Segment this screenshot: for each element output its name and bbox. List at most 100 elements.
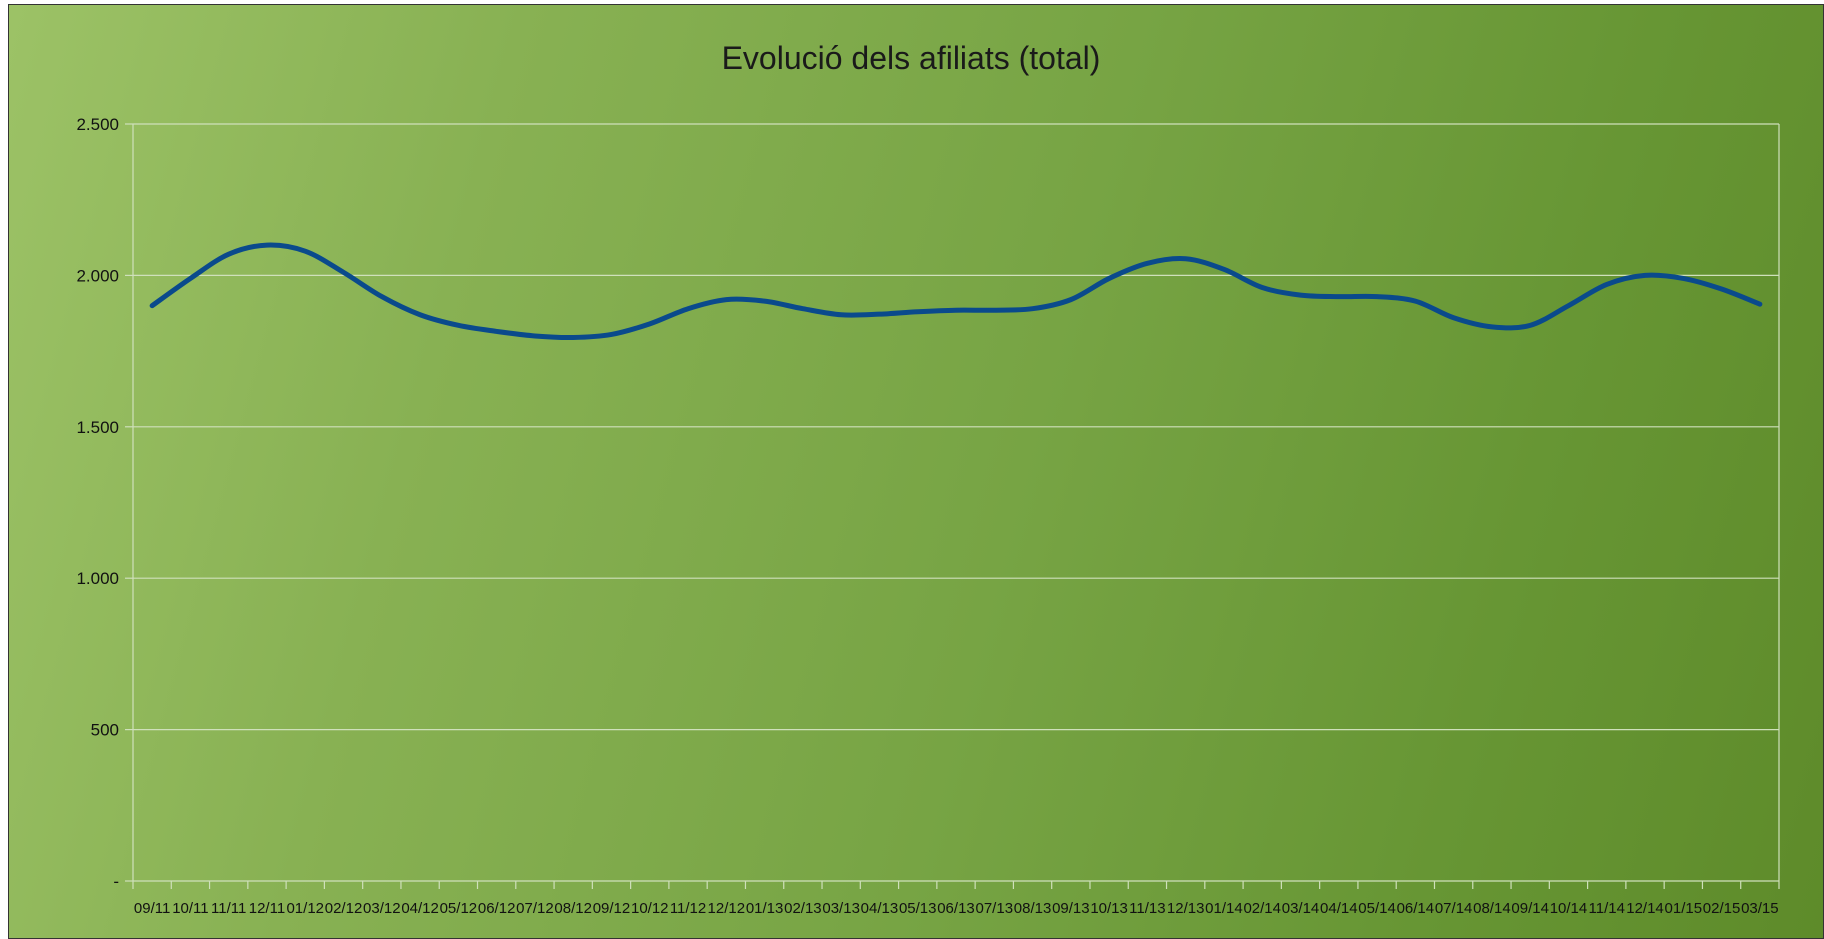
data-point <box>1566 303 1571 308</box>
data-point <box>1719 287 1724 292</box>
data-point <box>1451 315 1456 320</box>
data-point <box>1145 261 1150 266</box>
x-tick-label: 05/14 <box>1358 900 1396 917</box>
data-point <box>1643 273 1648 278</box>
data-point <box>1260 285 1265 290</box>
series-line-afiliats <box>149 242 1763 341</box>
x-tick-label: 04/14 <box>1320 900 1358 917</box>
y-tick-label: 1.000 <box>76 569 119 588</box>
x-tick-label: 03/13 <box>822 900 860 917</box>
x-tick-label: 06/14 <box>1397 900 1435 917</box>
data-point <box>954 308 959 313</box>
x-tick-label: 10/14 <box>1550 900 1588 917</box>
data-point <box>418 312 423 317</box>
x-tick-label: 11/14 <box>1589 900 1625 917</box>
data-point <box>1375 294 1380 299</box>
data-point <box>1757 302 1762 307</box>
x-tick-label: 06/12 <box>478 900 516 917</box>
x-tick-label: 11/11 <box>211 900 246 917</box>
x-tick-label: 07/12 <box>516 900 554 917</box>
x-tick-label: 11/13 <box>1129 900 1165 917</box>
x-tick-label: 10/13 <box>1090 900 1128 917</box>
x-tick-label: 10/11 <box>172 900 208 917</box>
data-point <box>341 270 346 275</box>
data-point <box>456 323 461 328</box>
x-tick-label: 02/13 <box>784 900 822 917</box>
y-axis-ticks: - 500 1.000 1.500 2.000 2.500 <box>76 115 119 891</box>
x-tick-label: 01/14 <box>1205 900 1243 917</box>
data-point <box>532 333 537 338</box>
y-tick-label: - <box>113 872 119 891</box>
x-tick-label: 04/13 <box>861 900 899 917</box>
x-tick-label: 04/12 <box>401 900 439 917</box>
x-tick-label: 08/13 <box>1014 900 1052 917</box>
chart-frame: Evolució dels afiliats (total) - 500 1.000… <box>8 4 1824 939</box>
data-point <box>1221 267 1226 272</box>
x-tick-label: 12/12 <box>708 900 746 917</box>
x-tick-label: 01/15 <box>1665 900 1703 917</box>
y-tick-label: 2.500 <box>76 115 119 134</box>
y-tick-label: 1.500 <box>76 418 119 437</box>
data-point <box>494 329 499 334</box>
data-point <box>379 294 384 299</box>
data-point <box>609 332 614 337</box>
x-tick-label: 09/13 <box>1052 900 1090 917</box>
x-tick-label: 07/13 <box>976 900 1014 917</box>
line-chart: Evolució dels afiliats (total) - 500 1.000… <box>76 40 1780 917</box>
x-tick-label: 09/12 <box>593 900 631 917</box>
data-point <box>1298 293 1303 298</box>
x-tick-label: 12/14 <box>1626 900 1664 917</box>
x-tick-label: 10/12 <box>631 900 669 917</box>
data-point <box>188 276 193 281</box>
data-point <box>1413 299 1418 304</box>
data-point <box>1681 276 1686 281</box>
data-point <box>1107 276 1112 281</box>
x-tick-label: 08/12 <box>554 900 592 917</box>
data-point <box>762 299 767 304</box>
x-tick-label: 12/13 <box>1167 900 1205 917</box>
x-axis-ticks: 09/11 10/11 11/11 12/11 01/12 02/12 03/12 04/12… <box>134 900 1779 917</box>
x-tick-label: 09/14 <box>1511 900 1549 917</box>
data-point <box>571 335 576 340</box>
x-tick-label: 06/13 <box>937 900 975 917</box>
y-tick-label: 2.000 <box>76 266 119 285</box>
x-tick-label: 03/12 <box>363 900 401 917</box>
y-tick-label: 500 <box>91 721 119 740</box>
x-tick-label: 02/14 <box>1243 900 1281 917</box>
data-point <box>1068 297 1073 302</box>
data-point <box>800 306 805 311</box>
data-point <box>150 303 155 308</box>
data-point <box>686 306 691 311</box>
x-tick-label: 07/14 <box>1435 900 1473 917</box>
series-layer <box>149 242 1763 341</box>
x-tick-label: 05/12 <box>440 900 478 917</box>
x-tick-label: 05/13 <box>899 900 937 917</box>
axes <box>125 123 1780 889</box>
data-point <box>992 308 997 313</box>
data-point <box>839 312 844 317</box>
x-tick-label: 12/11 <box>249 900 285 917</box>
x-tick-label: 03/15 <box>1741 900 1779 917</box>
chart-title: Evolució dels afiliats (total) <box>722 40 1101 76</box>
x-tick-label: 02/15 <box>1703 900 1741 917</box>
data-point <box>647 321 652 326</box>
x-tick-label: 02/12 <box>325 900 363 917</box>
data-point <box>1528 323 1533 328</box>
data-point <box>1336 294 1341 299</box>
x-tick-label: 01/13 <box>746 900 784 917</box>
data-point <box>1030 306 1035 311</box>
data-point <box>877 312 882 317</box>
grid-lines <box>133 123 1779 882</box>
data-point <box>303 249 308 254</box>
data-point <box>264 243 269 248</box>
x-tick-label: 03/14 <box>1282 900 1320 917</box>
data-point <box>1183 256 1188 261</box>
data-point <box>724 297 729 302</box>
data-point <box>1604 282 1609 287</box>
data-point <box>226 252 231 257</box>
x-tick-label: 09/11 <box>134 900 170 917</box>
data-point <box>1489 324 1494 329</box>
x-tick-label: 01/12 <box>286 900 324 917</box>
x-tick-label: 11/12 <box>670 900 706 917</box>
x-tick-label: 08/14 <box>1473 900 1511 917</box>
